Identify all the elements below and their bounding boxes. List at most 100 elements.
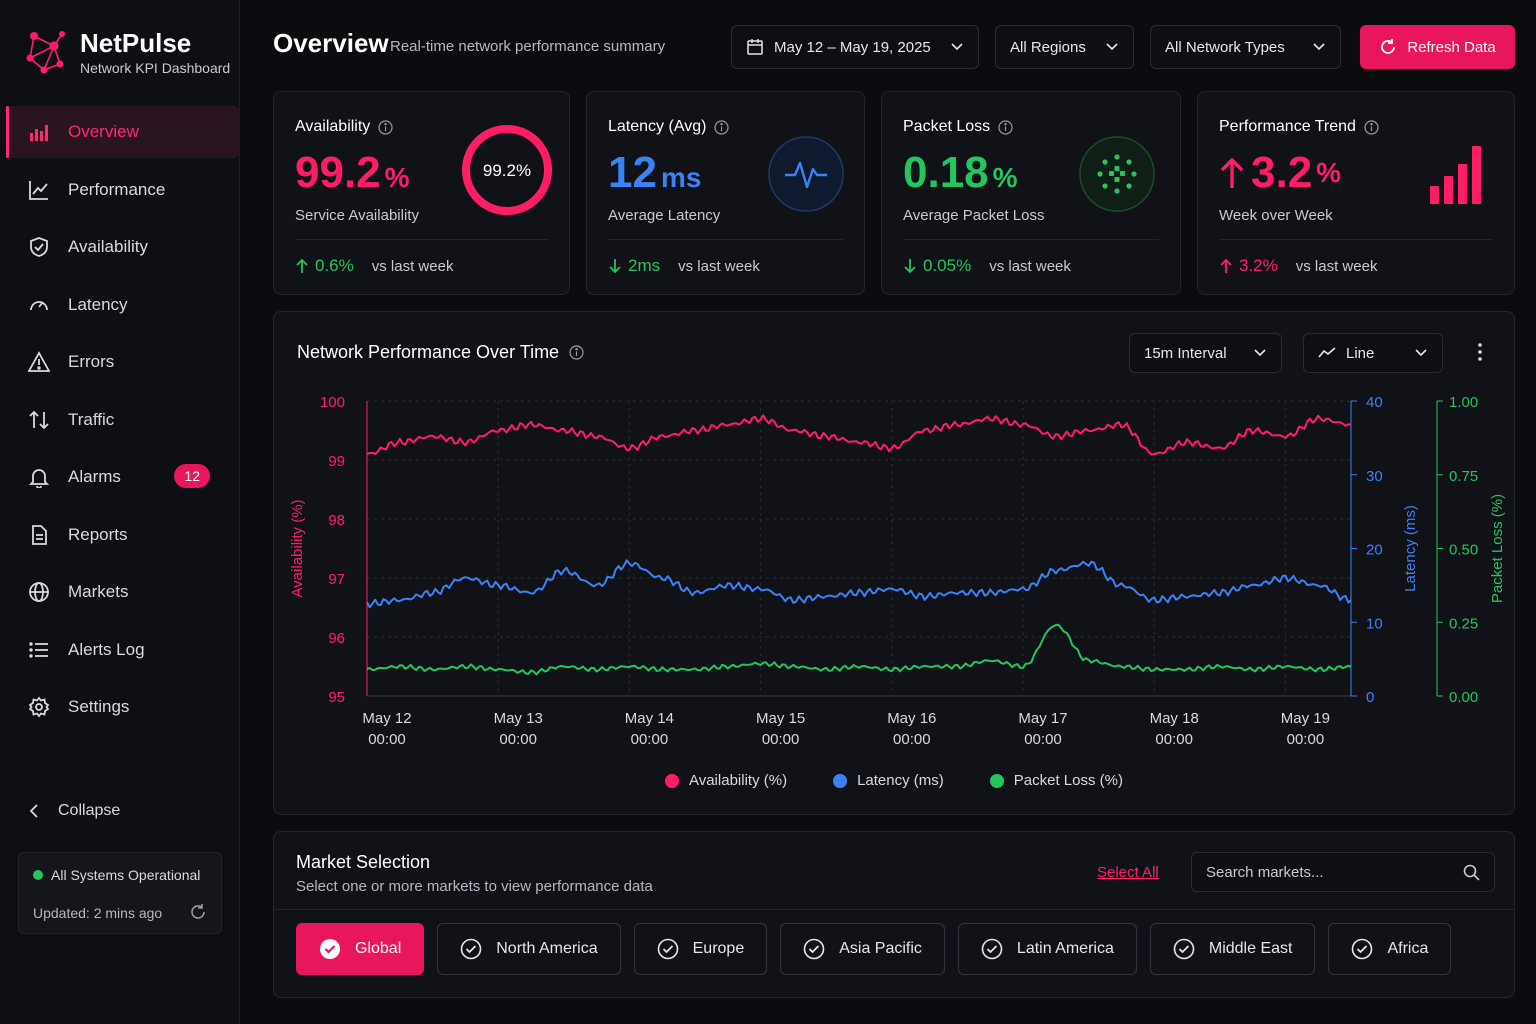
sidebar-nav: Overview Performance Availability Latenc…: [6, 106, 240, 739]
bell-icon: [28, 469, 50, 488]
collapse-button[interactable]: Collapse: [26, 802, 120, 820]
arrow-down-icon: [609, 259, 621, 274]
divider: [295, 239, 548, 240]
kpi-vs: vs last week: [678, 257, 760, 275]
select-all-link[interactable]: Select All: [1097, 864, 1159, 881]
x-tick-label: May 13: [494, 710, 543, 727]
interval-select[interactable]: 15m Interval: [1129, 333, 1282, 373]
sidebar-item-reports[interactable]: Reports: [6, 509, 240, 561]
search-icon: [1463, 864, 1480, 881]
kpi-description: Average Packet Loss: [903, 207, 1045, 224]
more-options-icon[interactable]: [1471, 340, 1489, 364]
market-chip-label: Global: [355, 940, 402, 957]
sidebar-item-traffic[interactable]: Traffic: [6, 394, 240, 446]
list-icon: [29, 641, 48, 658]
region-select[interactable]: All Regions: [995, 25, 1134, 69]
packet-dots-icon: [1079, 136, 1155, 212]
info-icon[interactable]: [714, 119, 730, 135]
x-tick-time-label: 00:00: [631, 731, 669, 748]
sidebar-item-label: Reports: [68, 524, 128, 544]
line-chart-icon: [1318, 347, 1336, 358]
brand[interactable]: NetPulse Network KPI Dashboard: [24, 28, 230, 76]
refresh-icon: [1381, 39, 1396, 54]
warning-icon: [28, 351, 50, 372]
check-circle-icon: [657, 938, 678, 960]
right2-tick-label: 0.00: [1449, 689, 1478, 706]
trend-bars-icon: [1430, 146, 1481, 204]
legend-item-packet-loss[interactable]: Packet Loss (%): [989, 772, 1123, 789]
market-chip-africa[interactable]: Africa: [1328, 923, 1452, 975]
info-icon[interactable]: [998, 119, 1013, 135]
left-tick-label: 100: [320, 394, 345, 411]
sidebar-item-alarms[interactable]: Alarms 12: [6, 451, 240, 503]
refresh-icon[interactable]: [189, 903, 207, 921]
info-icon[interactable]: [569, 345, 584, 360]
chart-legend: Availability (%) Latency (ms) Packet Los…: [274, 772, 1514, 789]
check-circle-icon: [1352, 938, 1373, 960]
brand-title: NetPulse: [80, 28, 192, 58]
pulse-icon: [768, 136, 844, 212]
sidebar-item-performance[interactable]: Performance: [6, 164, 240, 216]
legend-label: Packet Loss (%): [1013, 772, 1123, 789]
right2-tick-label: 0.25: [1449, 615, 1478, 632]
sidebar-item-latency[interactable]: Latency: [6, 279, 240, 331]
market-chip-latin-america[interactable]: Latin America: [957, 923, 1137, 975]
kpi-card-performance-trend: Performance Trend 3.2% Week over Week 3.…: [1197, 91, 1515, 295]
document-icon: [32, 524, 47, 545]
availability-ring: 99.2%: [462, 125, 552, 215]
globe-icon: [29, 582, 49, 602]
market-chip-global[interactable]: Global: [296, 923, 425, 975]
arrows-up-down-icon: [29, 410, 49, 429]
legend-item-latency[interactable]: Latency (ms): [833, 772, 944, 789]
chevron-down-icon: [1106, 43, 1118, 51]
network-type-select[interactable]: All Network Types: [1150, 25, 1341, 69]
sidebar-item-label: Markets: [68, 582, 129, 601]
market-chip-middle-east[interactable]: Middle East: [1149, 923, 1316, 975]
kpi-value: 3.2: [1251, 148, 1313, 197]
chevron-down-icon: [951, 43, 963, 51]
date-range-select[interactable]: May 12 – May 19, 2025: [731, 25, 979, 69]
arrow-up-icon: [1220, 157, 1244, 188]
right2-axis-title: Packet Loss (%): [1489, 494, 1506, 603]
line-chart-icon: [29, 180, 48, 200]
sidebar-item-availability[interactable]: Availability: [6, 221, 240, 273]
kpi-card-availability: Availability 99.2% Service Availability …: [273, 91, 570, 295]
alarms-count-badge: 12: [174, 464, 210, 488]
availability-ring-fill: [462, 125, 552, 215]
market-chip-label: North America: [496, 940, 598, 957]
legend-dot-icon: [989, 773, 1004, 788]
sidebar-item-errors[interactable]: Errors: [6, 336, 240, 388]
market-chip-asia-pacific[interactable]: Asia Pacific: [780, 923, 945, 975]
market-chip-europe[interactable]: Europe: [633, 923, 768, 975]
info-icon[interactable]: [1364, 119, 1379, 135]
kpi-description: Week over Week: [1219, 207, 1333, 224]
chart-title: Network Performance Over Time: [297, 342, 560, 362]
right-tick-label: 30: [1366, 468, 1383, 485]
right-tick-label: 40: [1366, 394, 1383, 411]
sidebar-item-settings[interactable]: Settings: [6, 681, 240, 733]
arrow-down-icon: [904, 259, 916, 274]
sidebar-item-alerts-log[interactable]: Alerts Log: [6, 624, 240, 676]
chart-type-select[interactable]: Line: [1303, 333, 1443, 373]
market-chips: Global North America Europe Asia Pacific…: [296, 923, 1452, 975]
calendar-icon: [747, 39, 763, 55]
brand-subtitle: Network KPI Dashboard: [80, 60, 231, 76]
market-chip-north-america[interactable]: North America: [437, 923, 621, 975]
sidebar-item-label: Settings: [68, 697, 130, 716]
sidebar-item-markets[interactable]: Markets: [6, 566, 240, 618]
sidebar-item-overview[interactable]: Overview: [6, 106, 240, 158]
divider: [903, 239, 1159, 240]
market-chip-label: Europe: [692, 940, 745, 957]
x-tick-label: May 14: [625, 710, 674, 727]
market-search-input[interactable]: [1206, 863, 1463, 881]
status-dot-icon: [33, 870, 43, 880]
kpi-label: Latency (Avg): [608, 118, 707, 135]
kpi-description: Average Latency: [608, 207, 721, 224]
ring-value: 99.2%: [483, 161, 531, 180]
refresh-data-button[interactable]: Refresh Data: [1360, 25, 1515, 69]
info-icon[interactable]: [378, 119, 393, 135]
legend-item-availability[interactable]: Availability (%): [664, 772, 787, 789]
page-title: Overview: [273, 28, 389, 58]
network-performance-chart-card: Network Performance Over Time 15m Interv…: [273, 311, 1515, 815]
sidebar-item-label: Alarms: [68, 467, 121, 486]
